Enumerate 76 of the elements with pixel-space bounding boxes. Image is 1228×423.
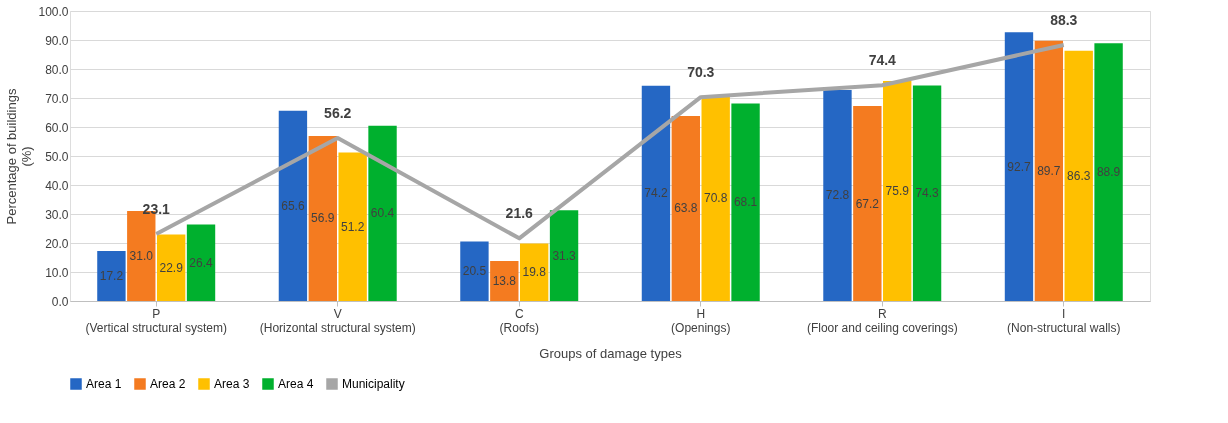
x-tick-label: R (Floor and ceiling coverings) — [806, 306, 958, 335]
x-axis-title: Groups of damage types — [539, 345, 683, 361]
bar — [912, 85, 942, 301]
data-label: 20.5 — [462, 264, 487, 279]
data-label: 17.2 — [99, 269, 124, 284]
data-label: 67.2 — [855, 196, 880, 211]
y-tick-label: 100.0 — [38, 4, 69, 19]
data-label: 23.1 — [142, 201, 171, 218]
data-label: 51.2 — [340, 219, 365, 234]
data-label: 19.8 — [522, 265, 547, 280]
bar — [368, 125, 397, 301]
y-tick-label: 50.0 — [45, 149, 69, 164]
data-label: 26.4 — [189, 255, 214, 270]
data-label: 22.9 — [159, 260, 184, 275]
legend-label: Area 4 — [278, 377, 314, 391]
bar — [641, 85, 671, 301]
y-axis-title: Percentage of buildings (%) — [4, 88, 35, 225]
data-label: 21.6 — [505, 205, 534, 222]
y-tick-label: 60.0 — [45, 120, 69, 135]
x-tick-label: H (Openings) — [671, 306, 731, 335]
bar — [156, 234, 186, 301]
bar — [883, 80, 912, 301]
data-label: 31.3 — [552, 248, 577, 263]
bar — [460, 241, 489, 301]
bar — [278, 110, 308, 301]
data-label: 74.4 — [868, 52, 897, 69]
data-label: 89.7 — [1037, 163, 1061, 178]
bar — [186, 224, 216, 301]
data-label: 65.6 — [281, 198, 305, 213]
y-tick-label: 90.0 — [45, 33, 69, 48]
y-tick-label: 80.0 — [45, 62, 69, 77]
y-tick-label: 30.0 — [45, 207, 69, 222]
data-label: 56.2 — [324, 105, 352, 122]
data-label: 75.9 — [885, 183, 910, 198]
bar — [1034, 40, 1064, 301]
bar — [671, 115, 701, 301]
y-tick-label: 40.0 — [45, 178, 69, 193]
y-tick-label: 20.0 — [45, 236, 69, 251]
x-tick-label: C (Roofs) — [499, 306, 539, 335]
bar — [549, 210, 579, 301]
y-tick-label: 70.0 — [45, 91, 69, 106]
bar — [1094, 43, 1123, 301]
bar — [823, 89, 852, 301]
bar — [338, 152, 367, 301]
bar — [731, 103, 760, 301]
legend-label: Municipality — [342, 377, 405, 391]
bar — [853, 106, 882, 301]
legend-label: Area 2 — [150, 377, 186, 391]
legend-label: Area 3 — [214, 377, 250, 391]
data-label: 70.8 — [704, 191, 728, 206]
data-label: 70.3 — [687, 64, 715, 81]
data-label: 63.8 — [674, 201, 698, 216]
data-label: 72.8 — [825, 188, 850, 203]
data-label: 86.3 — [1067, 168, 1091, 183]
data-label: 88.9 — [1096, 165, 1121, 180]
x-tick-label: P (Vertical structural system) — [85, 306, 227, 335]
bar — [701, 95, 730, 301]
bar — [1064, 50, 1093, 301]
data-label: 13.8 — [492, 273, 517, 288]
data-label: 68.1 — [733, 195, 758, 210]
y-tick-label: 10.0 — [45, 265, 69, 280]
bar — [308, 135, 337, 301]
data-label: 31.0 — [129, 249, 154, 264]
x-tick-label: V (Horizontal structural system) — [259, 306, 416, 335]
data-label: 56.9 — [311, 211, 335, 226]
data-label: 88.3 — [1050, 11, 1078, 28]
legend-label: Area 1 — [86, 377, 122, 391]
bar — [519, 243, 549, 301]
data-label: 60.4 — [370, 206, 395, 221]
bar — [1004, 32, 1034, 301]
bar — [97, 251, 126, 301]
data-label: 74.2 — [644, 186, 668, 201]
y-tick-label: 0.0 — [51, 294, 69, 309]
data-label: 92.7 — [1007, 159, 1031, 174]
x-tick-label: I (Non-structural walls) — [1007, 306, 1121, 335]
data-label: 74.3 — [915, 186, 940, 201]
